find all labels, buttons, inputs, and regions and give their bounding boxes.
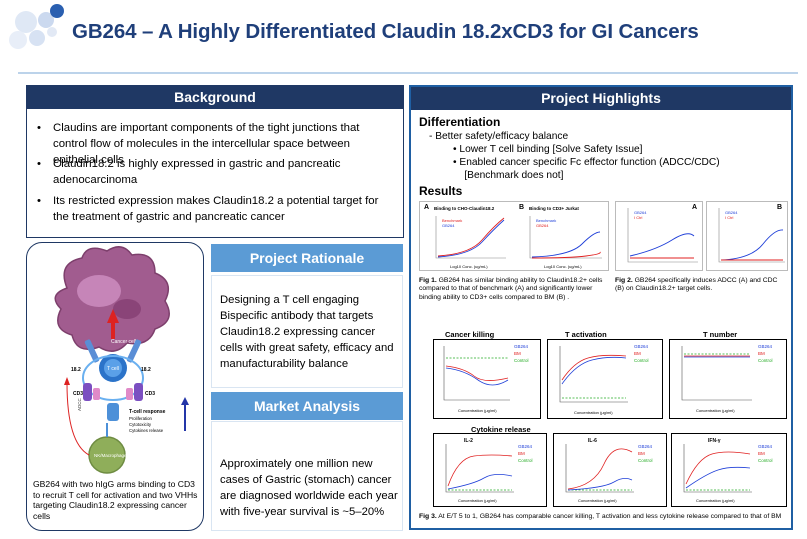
fig3-title-killing: Cancer killing — [445, 330, 495, 339]
svg-text:Concentration (μg/ml): Concentration (μg/ml) — [458, 498, 497, 503]
svg-text:Benchmark: Benchmark — [536, 218, 556, 223]
company-logo — [9, 4, 64, 49]
svg-text:Control: Control — [634, 358, 649, 363]
svg-text:Proliferation: Proliferation — [129, 416, 153, 421]
svg-text:CD3: CD3 — [145, 391, 155, 397]
background-bullet: Claudin18.2 is highly expressed in gastr… — [37, 156, 387, 188]
svg-text:Control: Control — [758, 358, 773, 363]
svg-text:BM: BM — [758, 351, 765, 356]
fig3-title-number: T number — [703, 330, 738, 339]
svg-text:CD3: CD3 — [73, 391, 83, 397]
svg-text:Concentration (μg/ml): Concentration (μg/ml) — [578, 498, 617, 503]
mechanism-caption: GB264 with two hIgG arms binding to CD3 … — [33, 479, 198, 522]
svg-text:GB264: GB264 — [442, 223, 455, 228]
svg-text:18.2: 18.2 — [141, 367, 151, 373]
svg-text:GB264: GB264 — [758, 444, 773, 449]
svg-text:I Ctrl: I Ctrl — [725, 215, 734, 220]
rationale-heading: Project Rationale — [211, 244, 403, 272]
svg-text:Concentration (μg/ml): Concentration (μg/ml) — [458, 408, 497, 413]
svg-text:BM: BM — [758, 451, 765, 456]
svg-text:GB264: GB264 — [536, 223, 549, 228]
highlights-heading: Project Highlights — [411, 87, 791, 110]
svg-text:Log10 Conc. (ug/mL): Log10 Conc. (ug/mL) — [544, 264, 582, 269]
fig3-killing-panel: GB264 BM Control Concentration (μg/ml) — [433, 339, 541, 419]
differentiation-line: [Benchmark does not] — [453, 170, 564, 181]
background-heading: Background — [27, 86, 403, 109]
results-title: Results — [419, 184, 463, 198]
svg-text:IL-6: IL-6 — [588, 438, 597, 444]
mechanism-illustration: Cancer cell T cell CD3 CD3 18.2 18.2 T-c… — [26, 242, 204, 531]
figure-1-caption: Fig 1. GB264 has similar binding ability… — [419, 277, 603, 301]
differentiation-line: - Better safety/efficacy balance — [429, 131, 569, 142]
figure-1-plot: Log10 Conc. (ug/mL) Log10 Conc. (ug/mL) … — [435, 216, 602, 269]
svg-text:Log10 Conc. (ug/mL): Log10 Conc. (ug/mL) — [450, 264, 488, 269]
svg-text:IL-2: IL-2 — [464, 438, 473, 444]
fig3-title-activation: T activation — [565, 330, 607, 339]
title-divider — [18, 72, 798, 74]
fig3-activation-panel: GB264 BM Control Concentration (μg/ml) — [547, 339, 663, 419]
svg-text:Cytokines release: Cytokines release — [129, 428, 164, 433]
svg-text:Control: Control — [514, 358, 529, 363]
fig3-number-panel: GB264 BM Control Concentration (μg/ml) — [669, 339, 787, 419]
svg-text:BM: BM — [514, 351, 521, 356]
figure-3-caption: Fig 3. At E/T 5 to 1, GB264 has comparab… — [419, 513, 782, 520]
svg-text:Control: Control — [518, 458, 533, 463]
market-heading: Market Analysis — [211, 392, 403, 420]
background-bullet: Its restricted expression makes Claudin1… — [37, 193, 387, 225]
svg-text:18.2: 18.2 — [71, 367, 81, 373]
svg-text:T-cell response: T-cell response — [129, 409, 166, 415]
svg-text:ADCC: ADCC — [77, 397, 82, 411]
highlights-section: Project Highlights Differentiation - Bet… — [409, 85, 793, 530]
cancer-cell-icon — [54, 246, 170, 352]
svg-text:BM: BM — [634, 351, 641, 356]
svg-text:GB264: GB264 — [514, 344, 529, 349]
svg-text:Concentration (μg/ml): Concentration (μg/ml) — [696, 498, 735, 503]
svg-text:Cancer cell: Cancer cell — [111, 339, 136, 345]
fig3-il6-panel: IL-6 GB264 BM Control Concentration (μg/… — [553, 433, 667, 507]
differentiation-line: • Enabled cancer specific Fc effector fu… — [453, 157, 720, 168]
svg-text:Control: Control — [758, 458, 773, 463]
figure-2b-plot: GB264 I Ctrl — [718, 208, 785, 263]
svg-text:Control: Control — [638, 458, 653, 463]
svg-text:IFN-γ: IFN-γ — [708, 438, 721, 444]
mechanism-diagram: Cancer cell T cell CD3 CD3 18.2 18.2 T-c… — [54, 246, 189, 474]
background-section: Background Claudins are important compon… — [26, 85, 404, 238]
differentiation-line: • Lower T cell binding [Solve Safety Iss… — [453, 144, 643, 155]
market-text: Approximately one million new cases of G… — [220, 458, 398, 518]
svg-text:GB264: GB264 — [634, 210, 647, 215]
svg-text:Benchmark: Benchmark — [442, 218, 462, 223]
svg-text:Cytotoxicity: Cytotoxicity — [129, 422, 152, 427]
figure-1-panels: A Binding to CHO-Claudin18.2 B Binding t… — [419, 201, 609, 271]
svg-text:BM: BM — [518, 451, 525, 456]
page-title: GB264 – A Highly Differentiated Claudin … — [72, 20, 699, 43]
rationale-text: Designing a T cell engaging Bispecific a… — [220, 294, 394, 370]
rationale-section: Designing a T cell engaging Bispecific a… — [211, 275, 403, 388]
fig3-ifng-panel: IFN-γ GB264 BM Control Concentration (μg… — [671, 433, 787, 507]
fig3-il2-panel: IL-2 GB264 BM Control Concentration (μg/… — [433, 433, 547, 507]
market-section: Approximately one million new cases of G… — [211, 421, 403, 531]
figure-2b-panel: B GB264 I Ctrl — [706, 201, 788, 271]
svg-text:Concentration (μg/ml): Concentration (μg/ml) — [696, 408, 735, 413]
svg-text:GB264: GB264 — [634, 344, 649, 349]
svg-text:GB264: GB264 — [758, 344, 773, 349]
svg-text:GB264: GB264 — [518, 444, 533, 449]
fig3-title-cytokine: Cytokine release — [471, 425, 531, 434]
figure-2a-plot: GB264 I Ctrl — [627, 208, 698, 263]
svg-text:I Ctrl: I Ctrl — [634, 215, 643, 220]
svg-text:Concentration (μg/ml): Concentration (μg/ml) — [574, 410, 613, 415]
figure-2-caption: Fig 2. GB264 specifically induces ADCC (… — [615, 277, 778, 293]
figure-2a-panel: A GB264 I Ctrl — [615, 201, 703, 271]
svg-text:GB264: GB264 — [638, 444, 653, 449]
differentiation-title: Differentiation — [419, 115, 501, 129]
svg-text:NK/Macrophage: NK/Macrophage — [94, 453, 127, 458]
svg-text:BM: BM — [638, 451, 645, 456]
svg-text:GB264: GB264 — [725, 210, 738, 215]
svg-text:T cell: T cell — [107, 366, 119, 372]
